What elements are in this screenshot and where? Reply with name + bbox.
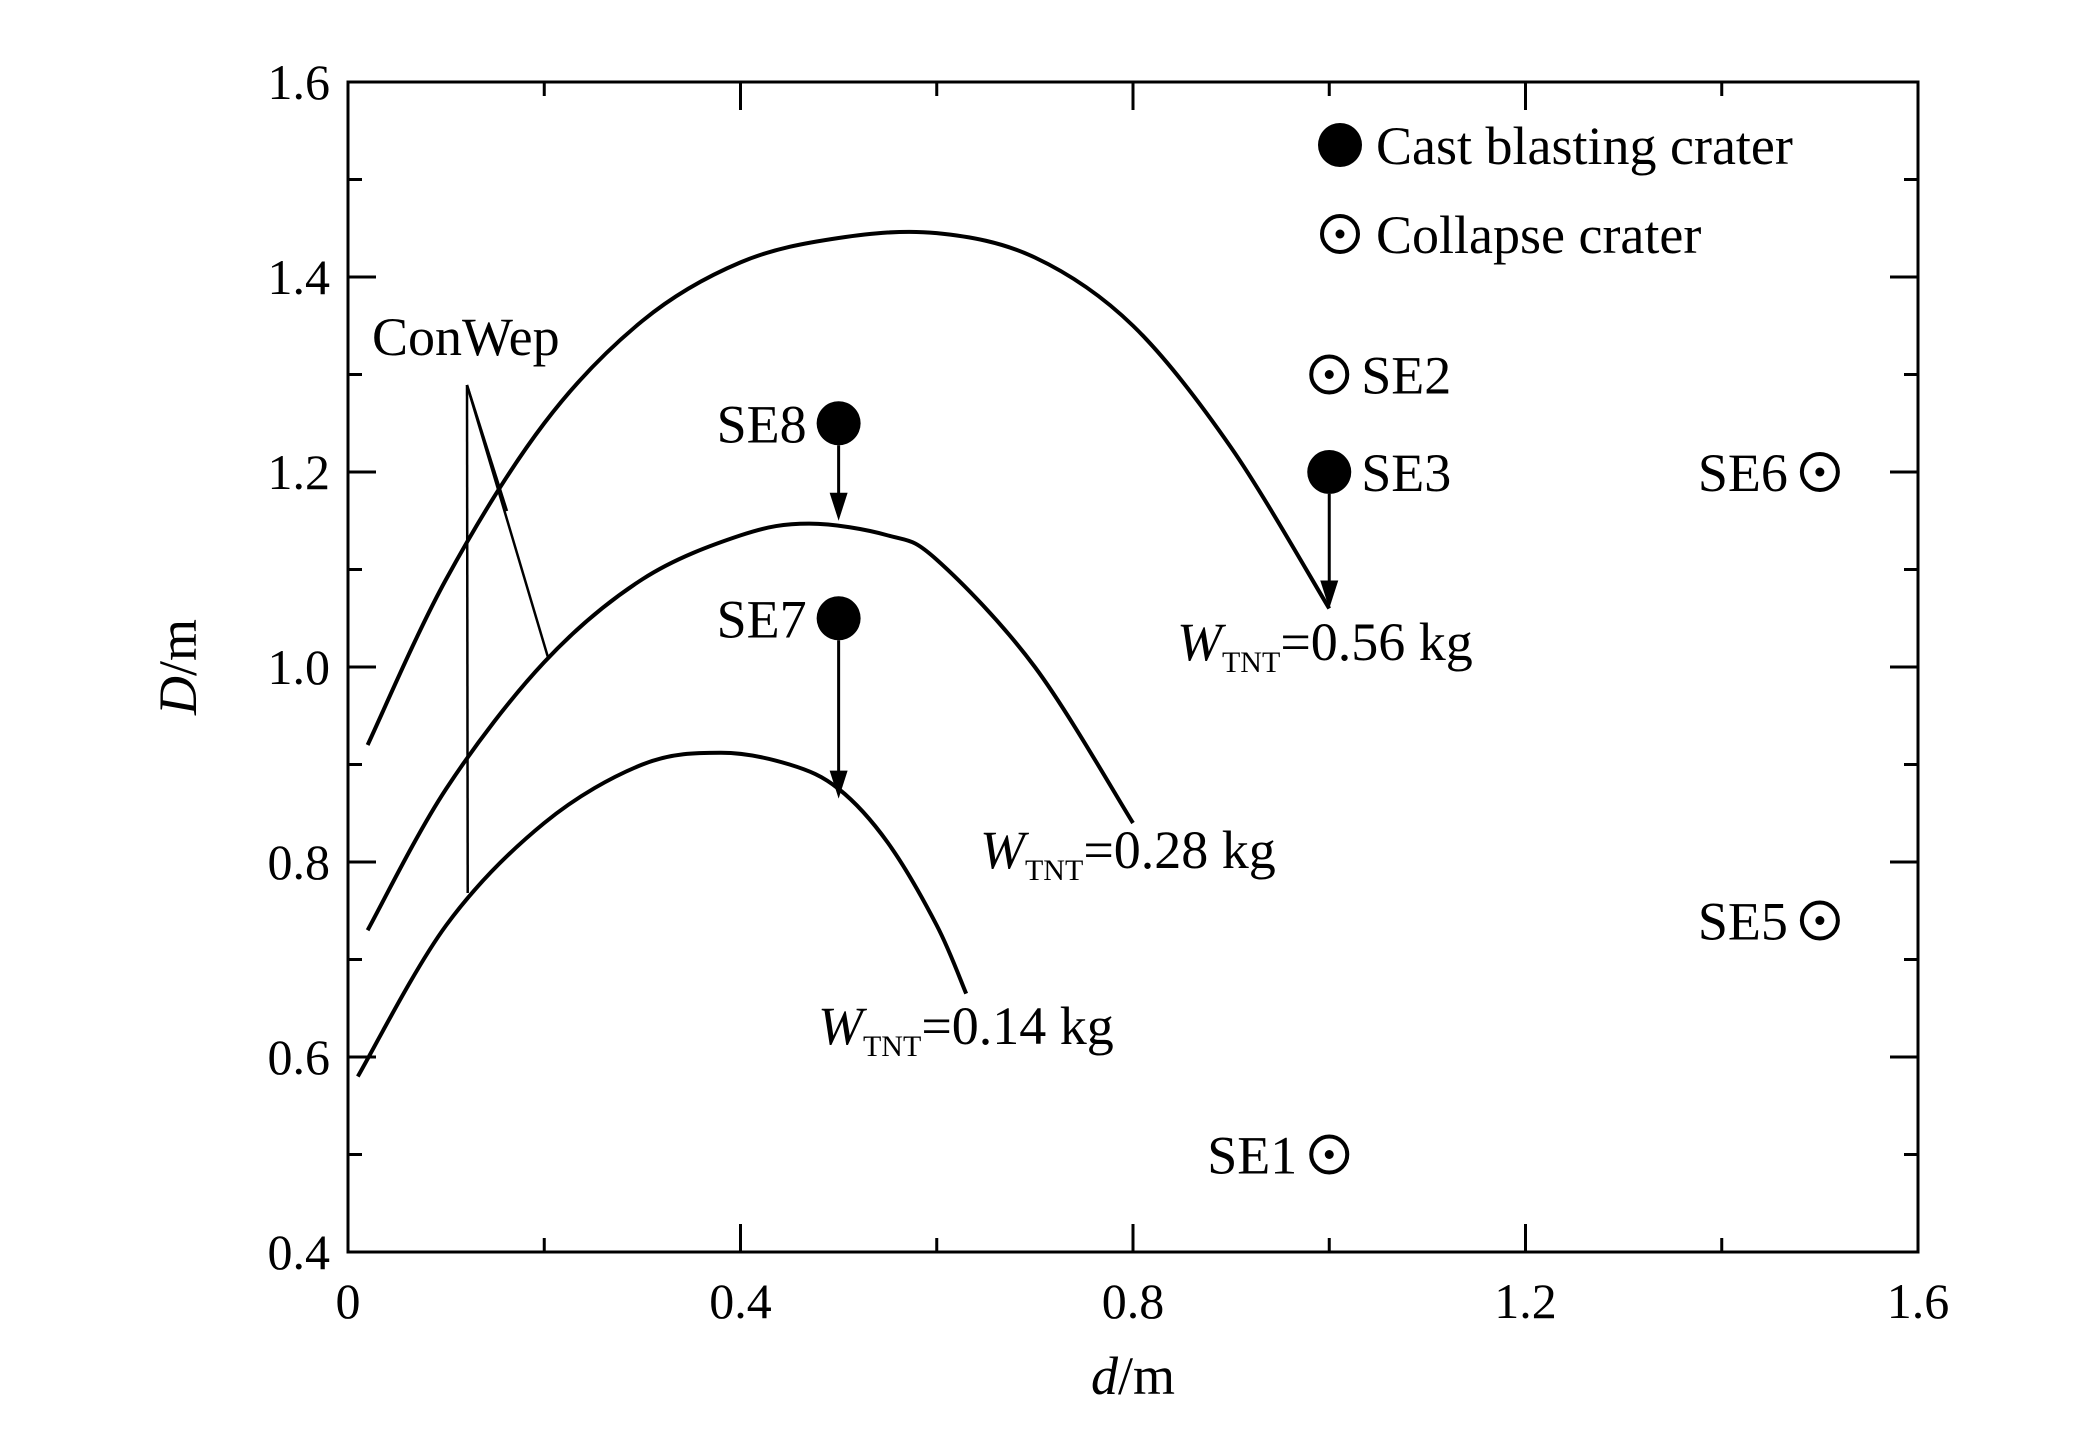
series-label-value: =0.56 kg <box>1280 612 1472 672</box>
legend-marker-1-dot <box>1335 229 1345 239</box>
arrow-head-0 <box>829 492 848 521</box>
series-label-var: W <box>980 820 1030 880</box>
y-tick-label: 1.4 <box>268 249 331 305</box>
y-axis-title-var: D <box>148 676 208 716</box>
series-label-1: WTNT=0.28 kg <box>980 820 1276 887</box>
point-label-se6: SE6 <box>1698 443 1788 503</box>
x-tick-label: 0 <box>336 1273 361 1329</box>
series-label-value: =0.28 kg <box>1083 820 1275 880</box>
legend-label-0: Cast blasting crater <box>1376 116 1793 176</box>
point-se3 <box>1307 450 1352 494</box>
point-se6-dot <box>1815 467 1825 477</box>
series-label-0: WTNT=0.56 kg <box>1177 612 1473 679</box>
point-se5-dot <box>1815 916 1825 925</box>
point-se1-dot <box>1324 1150 1334 1159</box>
point-se7 <box>816 596 861 641</box>
y-tick-label: 1.0 <box>268 639 331 695</box>
series-label-var: W <box>1177 612 1227 672</box>
series-label-sub: TNT <box>1222 646 1280 679</box>
x-axis-title-var: d <box>1091 1346 1119 1406</box>
y-tick-label: 0.4 <box>268 1224 331 1280</box>
series-label-sub: TNT <box>863 1030 921 1063</box>
point-label-se8: SE8 <box>717 394 807 454</box>
points-layer: SE1 SE2 SE3 SE5 SE6 SE7 SE8 <box>717 346 1840 1186</box>
curve-series-0 <box>365 229 1331 746</box>
x-tick-label: 0.8 <box>1102 1273 1165 1329</box>
y-tick-label: 0.8 <box>268 834 331 890</box>
point-label-se2: SE2 <box>1361 346 1451 406</box>
conwep-leader-0 <box>465 384 469 894</box>
x-axis-title: d/m <box>1091 1346 1175 1406</box>
arrow-head-2 <box>1320 580 1339 609</box>
x-tick-label: 1.6 <box>1887 1273 1950 1329</box>
x-tick-label: 0.4 <box>709 1273 772 1329</box>
legend-marker-0 <box>1318 123 1362 167</box>
legend-label-1: Collapse crater <box>1376 205 1701 265</box>
series-label-var: W <box>818 996 868 1056</box>
y-tick-label: 1.2 <box>268 444 331 500</box>
point-label-se5: SE5 <box>1698 892 1788 952</box>
x-tick-label: 1.2 <box>1494 1273 1557 1329</box>
point-label-se7: SE7 <box>717 589 807 649</box>
point-label-se1: SE1 <box>1207 1126 1297 1186</box>
point-label-se3: SE3 <box>1361 443 1451 503</box>
x-axis-title-unit: /m <box>1118 1346 1175 1406</box>
series-label-2: WTNT=0.14 kg <box>818 996 1114 1063</box>
curve-series-1 <box>365 521 1135 932</box>
series-label-sub: TNT <box>1025 854 1083 887</box>
axes-layer: 0 0.4 0.8 1.2 1.60.40.60.81.01.21.41.6d/mD/m <box>148 54 1949 1406</box>
conwep-leader-2 <box>465 384 550 659</box>
conwep-label: ConWep <box>372 307 560 367</box>
y-tick-label: 0.6 <box>268 1029 331 1085</box>
y-tick-label: 1.6 <box>268 54 331 110</box>
y-axis-title: D/m <box>148 619 208 716</box>
point-se2-dot <box>1324 370 1334 379</box>
curve-series-2 <box>356 750 969 1078</box>
curves-layer <box>356 229 1331 1078</box>
y-axis-title-unit: /m <box>148 619 208 676</box>
arrow-head-1 <box>829 770 848 799</box>
point-se8 <box>816 401 861 446</box>
legend: Cast blasting crater Collapse crater <box>1318 116 1793 265</box>
series-label-value: =0.14 kg <box>921 996 1113 1056</box>
